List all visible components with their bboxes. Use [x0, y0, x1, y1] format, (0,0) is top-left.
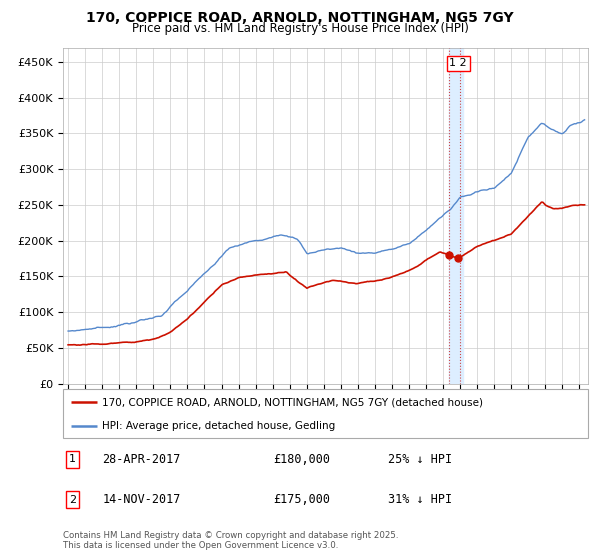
Bar: [449, 48, 463, 384]
Text: 14-NOV-2017: 14-NOV-2017: [103, 493, 181, 506]
Text: 170, COPPICE ROAD, ARNOLD, NOTTINGHAM, NG5 7GY: 170, COPPICE ROAD, ARNOLD, NOTTINGHAM, N…: [86, 11, 514, 25]
FancyBboxPatch shape: [63, 389, 588, 438]
Text: 25% ↓ HPI: 25% ↓ HPI: [389, 452, 452, 466]
Text: HPI: Average price, detached house, Gedling: HPI: Average price, detached house, Gedl…: [103, 421, 335, 431]
Text: 2: 2: [69, 494, 76, 505]
Text: 31% ↓ HPI: 31% ↓ HPI: [389, 493, 452, 506]
Text: Contains HM Land Registry data © Crown copyright and database right 2025.
This d: Contains HM Land Registry data © Crown c…: [63, 531, 398, 550]
Text: 28-APR-2017: 28-APR-2017: [103, 452, 181, 466]
Text: £180,000: £180,000: [273, 452, 330, 466]
Text: 1: 1: [69, 454, 76, 464]
Text: 170, COPPICE ROAD, ARNOLD, NOTTINGHAM, NG5 7GY (detached house): 170, COPPICE ROAD, ARNOLD, NOTTINGHAM, N…: [103, 398, 484, 408]
Text: Price paid vs. HM Land Registry's House Price Index (HPI): Price paid vs. HM Land Registry's House …: [131, 22, 469, 35]
Text: £175,000: £175,000: [273, 493, 330, 506]
Text: 1 2: 1 2: [449, 58, 467, 68]
